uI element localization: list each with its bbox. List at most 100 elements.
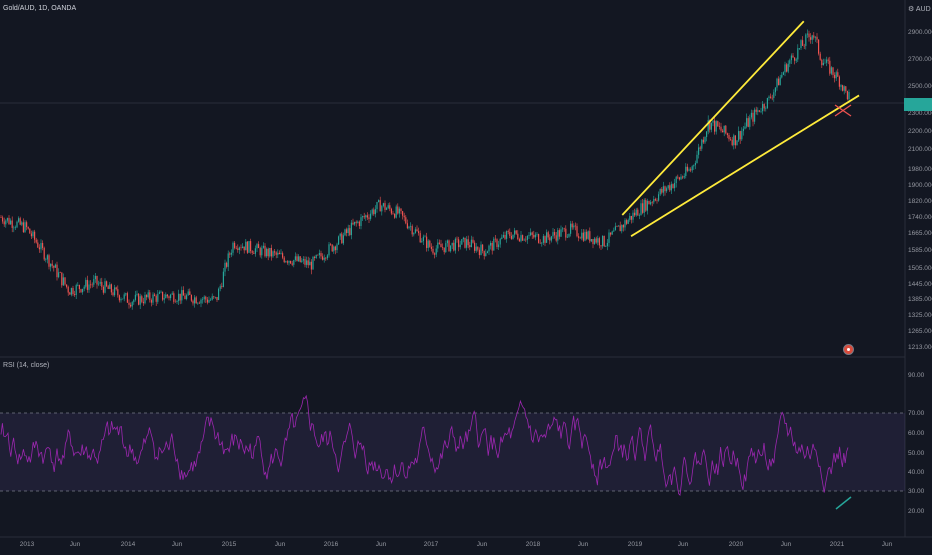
candle-body bbox=[605, 246, 607, 247]
candle-body bbox=[467, 239, 469, 246]
candle-body bbox=[429, 240, 431, 247]
candle-body bbox=[659, 188, 661, 195]
candle-body bbox=[549, 237, 551, 241]
candle-body bbox=[698, 147, 700, 155]
candle-body bbox=[458, 239, 460, 248]
candle-body bbox=[179, 293, 181, 301]
candle-body bbox=[475, 246, 477, 251]
candle-body bbox=[819, 53, 821, 60]
candle-body bbox=[453, 242, 455, 251]
candle-body bbox=[418, 231, 420, 234]
candle-body bbox=[331, 244, 333, 252]
candle-body bbox=[811, 35, 813, 40]
candle-body bbox=[686, 166, 688, 171]
time-tick-label: Jun bbox=[70, 541, 81, 548]
candle-body bbox=[270, 247, 272, 257]
candle-body bbox=[66, 284, 68, 287]
candle-body bbox=[181, 290, 183, 301]
candle-body bbox=[198, 302, 200, 304]
candle-body bbox=[250, 241, 252, 252]
candle-body bbox=[182, 290, 184, 296]
price-axis[interactable]: 2900.000 2700.000 2500.000 2300.000 2200.000… bbox=[908, 29, 932, 351]
candle-body bbox=[365, 215, 367, 218]
candle-body bbox=[134, 294, 136, 300]
candle-body bbox=[246, 241, 248, 253]
trendlines[interactable] bbox=[621, 20, 860, 237]
candle-body bbox=[77, 284, 79, 286]
rsi-axis[interactable]: 90.00 70.00 60.00 50.00 40.00 30.00 20.00 bbox=[908, 372, 925, 515]
candle-body bbox=[203, 296, 205, 300]
settings-icon[interactable]: ⚙ bbox=[908, 6, 915, 13]
candle-body bbox=[658, 194, 660, 201]
alert-icon[interactable] bbox=[843, 344, 854, 355]
candle-body bbox=[587, 231, 589, 239]
candle-body bbox=[715, 121, 717, 132]
candle-body bbox=[554, 232, 556, 236]
candle-body bbox=[155, 295, 157, 302]
trendline[interactable] bbox=[621, 20, 805, 216]
candle-body bbox=[451, 242, 453, 246]
candle-body bbox=[810, 37, 812, 40]
candle-body bbox=[709, 120, 711, 130]
rsi-legend[interactable]: RSI (14, close) bbox=[3, 362, 50, 369]
current-price-tag bbox=[904, 98, 932, 111]
candle-body bbox=[566, 236, 568, 238]
trendline[interactable] bbox=[630, 94, 860, 237]
candle-body bbox=[486, 251, 488, 254]
candle-body bbox=[560, 229, 562, 237]
price-tick-label: 1665.000 bbox=[908, 230, 932, 237]
candle-body bbox=[197, 302, 199, 304]
time-axis[interactable]: 2013 Jun 2014 Jun 2015 Jun 2016 Jun 2017 Jun 2018 J… bbox=[20, 541, 893, 548]
candle-body bbox=[210, 299, 212, 301]
symbol-legend[interactable]: Gold/AUD, 1D, OANDA bbox=[3, 5, 77, 12]
candle-body bbox=[515, 230, 517, 234]
candle-body bbox=[818, 39, 820, 54]
candle-body bbox=[538, 234, 540, 243]
candle-body bbox=[277, 252, 279, 255]
candle-body bbox=[8, 217, 10, 225]
candle-body bbox=[50, 263, 52, 267]
candle-body bbox=[571, 223, 573, 228]
candle-body bbox=[72, 287, 74, 295]
candle-body bbox=[238, 247, 240, 250]
candle-body bbox=[315, 254, 317, 258]
candle-body bbox=[336, 244, 338, 251]
candle-body bbox=[766, 97, 768, 108]
candle-body bbox=[757, 110, 759, 112]
candle-body bbox=[646, 200, 648, 211]
candle-body bbox=[243, 246, 245, 251]
candle-body bbox=[534, 234, 536, 238]
candle-body bbox=[736, 140, 738, 146]
candle-body bbox=[357, 221, 359, 223]
candle-body bbox=[67, 286, 69, 293]
candle-body bbox=[112, 292, 114, 296]
candle-body bbox=[54, 264, 56, 268]
candle-body bbox=[368, 217, 370, 219]
candle-body bbox=[294, 256, 296, 261]
candle-body bbox=[838, 76, 840, 87]
candle-body bbox=[138, 293, 140, 305]
candle-body bbox=[80, 289, 82, 293]
candle-body bbox=[472, 239, 474, 243]
candle-body bbox=[494, 238, 496, 240]
candle-body bbox=[544, 236, 546, 243]
candle-body bbox=[597, 238, 599, 243]
rsi-trendline[interactable] bbox=[835, 496, 852, 510]
candle-body bbox=[758, 110, 760, 112]
candle-body bbox=[459, 244, 461, 248]
candle-body bbox=[326, 255, 328, 259]
candle-body bbox=[792, 55, 794, 58]
candle-body bbox=[310, 261, 312, 270]
candle-body bbox=[109, 284, 111, 289]
candle-body bbox=[93, 279, 95, 285]
candle-body bbox=[394, 213, 396, 218]
candle-body bbox=[590, 238, 592, 242]
price-tick-label: 2200.000 bbox=[908, 128, 932, 135]
price-series bbox=[0, 29, 850, 310]
candle-body bbox=[69, 292, 71, 295]
rsi-pane bbox=[0, 394, 905, 510]
candle-body bbox=[802, 40, 804, 46]
candle-body bbox=[251, 251, 253, 253]
